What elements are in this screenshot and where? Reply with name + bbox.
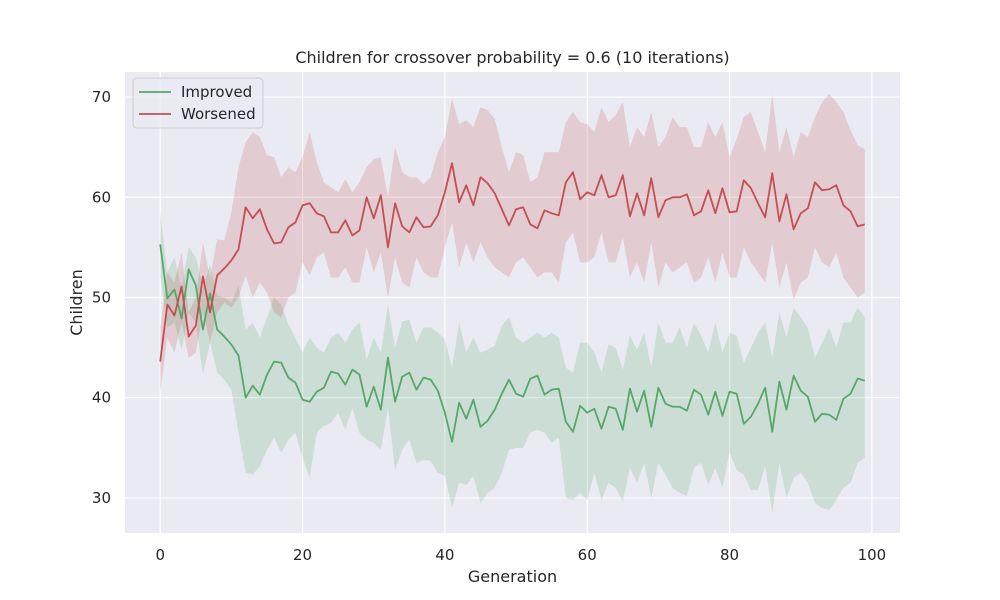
y-axis: 30 40 50 60 70 <box>92 88 111 507</box>
y-tick-label-30: 30 <box>92 489 111 507</box>
improved-band <box>160 212 865 513</box>
worsened-band <box>160 94 865 393</box>
y-tick-label-50: 50 <box>92 288 111 306</box>
x-axis: 0 20 40 60 80 100 <box>155 546 886 564</box>
x-tick-label-60: 60 <box>578 546 597 564</box>
plot-area <box>125 72 900 533</box>
legend-label-worsened: Worsened <box>181 105 256 123</box>
x-tick-label-100: 100 <box>858 546 887 564</box>
x-tick-label-0: 0 <box>155 546 165 564</box>
y-tick-label-60: 60 <box>92 188 111 206</box>
y-tick-label-70: 70 <box>92 88 111 106</box>
legend-label-improved: Improved <box>181 83 252 101</box>
x-tick-label-20: 20 <box>293 546 312 564</box>
confidence-bands <box>160 94 865 513</box>
worsened-line <box>159 162 866 362</box>
x-tick-label-80: 80 <box>720 546 739 564</box>
y-tick-label-40: 40 <box>92 389 111 407</box>
improved-line <box>159 244 866 443</box>
grid <box>125 72 900 533</box>
y-axis-label: Children <box>67 269 86 336</box>
x-tick-label-40: 40 <box>435 546 454 564</box>
x-axis-label: Generation <box>468 567 557 586</box>
series-lines <box>159 162 866 443</box>
legend: Improved Worsened <box>132 77 264 129</box>
legend-box <box>132 77 264 129</box>
chart-title: Children for crossover probability = 0.6… <box>295 48 729 67</box>
